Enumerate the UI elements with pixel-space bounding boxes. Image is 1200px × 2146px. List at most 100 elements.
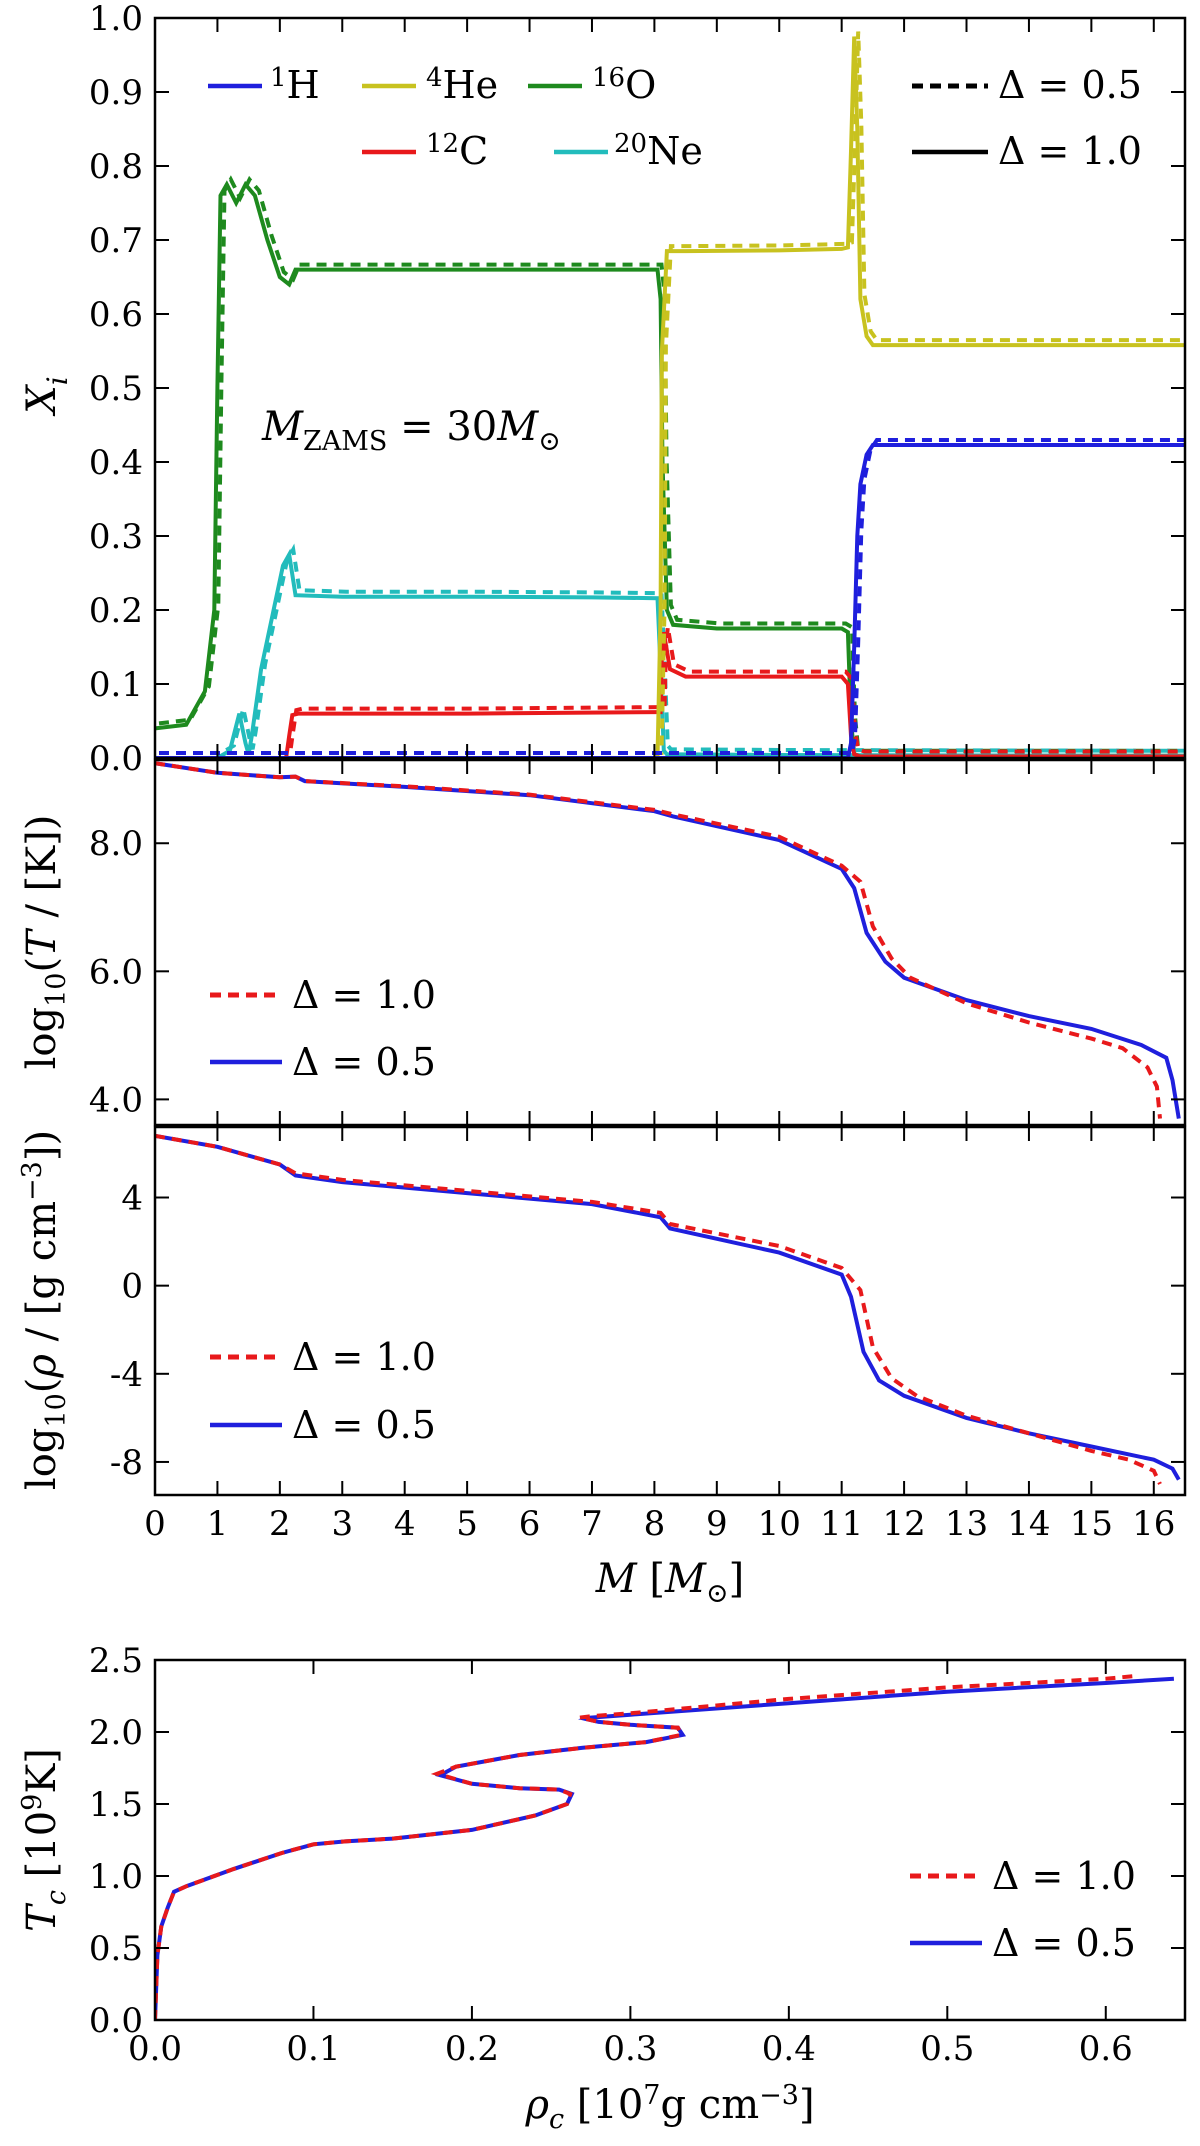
central-panel: 0.0 0.5 1.0 1.5 2.0 2.5 0.0 0.1 0.2 0.3 0.4 0.5 0.6… xyxy=(17,1641,1187,2135)
abundance-legend-styles: Δ = 0.5 Δ = 1.0 xyxy=(912,63,1142,173)
x-tick-label: 0.2 xyxy=(445,2029,499,2069)
series-line-central-1 xyxy=(155,1673,1138,2020)
legend-16o: 16O xyxy=(592,63,656,107)
y-tick-label: 8.0 xyxy=(89,824,143,864)
y-tick-label: -8 xyxy=(110,1443,143,1483)
x-tick-label: 2 xyxy=(269,1504,291,1544)
series-line-4he-dashed xyxy=(159,31,1185,755)
mass-xlabel: M [M⊙] xyxy=(595,1556,745,1609)
central-xticks: 0.0 0.1 0.2 0.3 0.4 0.5 0.6 xyxy=(128,1660,1133,2069)
y-tick-label: 1.0 xyxy=(89,1857,143,1897)
x-tick-label: 0.1 xyxy=(286,2029,340,2069)
y-tick-label: 0.8 xyxy=(89,147,143,187)
y-tick-label: 4.0 xyxy=(89,1080,143,1120)
x-tick-label: 11 xyxy=(820,1504,863,1544)
y-tick-label: 4 xyxy=(121,1179,143,1219)
y-tick-label: 2.0 xyxy=(89,1713,143,1753)
y-tick-label: 0.9 xyxy=(89,73,143,113)
x-tick-label: 0.6 xyxy=(1079,2029,1133,2069)
y-tick-label: 0.3 xyxy=(89,517,143,557)
x-tick-label: 0.0 xyxy=(128,2029,182,2069)
y-tick-label: 2.5 xyxy=(89,1641,143,1681)
x-tick-label: 12 xyxy=(882,1504,925,1544)
legend-1h: 1H xyxy=(270,63,320,107)
series-line-density-1 xyxy=(155,1133,1162,1485)
y-tick-label: 0.0 xyxy=(89,2001,143,2041)
y-tick-label: 0.6 xyxy=(89,295,143,335)
y-tick-label: 1.0 xyxy=(89,0,143,39)
x-tick-label: 1 xyxy=(207,1504,229,1544)
x-tick-label: 0.3 xyxy=(603,2029,657,2069)
x-tick-label: 8 xyxy=(644,1504,666,1544)
series-line-central-0 xyxy=(155,1676,1175,2020)
series-line-4he-solid xyxy=(155,36,1185,758)
x-tick-label: 9 xyxy=(706,1504,728,1544)
abundance-series xyxy=(155,31,1185,758)
series-line-1h-solid xyxy=(155,443,1185,758)
x-tick-label: 7 xyxy=(581,1504,603,1544)
density-series xyxy=(155,1133,1181,1485)
temperature-legend: Δ = 1.0 Δ = 0.5 xyxy=(210,973,436,1084)
series-line-density-0 xyxy=(155,1133,1181,1481)
series-line-1h-dashed xyxy=(159,438,1185,755)
y-tick-label: 0 xyxy=(121,1267,143,1307)
density-yticks: -8 -4 0 4 xyxy=(110,1179,1185,1483)
temperature-panel: 4.0 6.0 8.0 log10(T / [K]) Δ = 1.0 Δ = 0.5 xyxy=(19,758,1187,1127)
y-tick-label: -4 xyxy=(110,1355,143,1395)
legend-delta-05: Δ = 0.5 xyxy=(998,63,1142,107)
legend-delta-10: Δ = 1.0 xyxy=(998,129,1142,173)
abundance-ylabel: Xi xyxy=(19,376,74,416)
temperature-frame xyxy=(153,758,1187,1127)
abundance-legend-species: 1H 4He 16O 12C 20Ne xyxy=(208,63,703,173)
x-tick-label: 14 xyxy=(1007,1504,1050,1544)
temperature-yticks: 4.0 6.0 8.0 xyxy=(89,824,1185,1120)
density-frame xyxy=(153,1125,1187,1497)
central-frame xyxy=(153,1658,1187,2022)
density-legend-delta-10: Δ = 1.0 xyxy=(292,1335,436,1379)
abundance-yticks: 0.0 0.1 0.2 0.3 0.4 0.5 0.6 0.7 0.8 0.9 1.0 xyxy=(89,0,1185,779)
temperature-legend-delta-05: Δ = 0.5 xyxy=(292,1040,436,1084)
x-tick-label: 6 xyxy=(519,1504,541,1544)
x-tick-label: 10 xyxy=(758,1504,801,1544)
central-series xyxy=(155,1673,1175,2020)
central-legend-delta-05: Δ = 0.5 xyxy=(992,1921,1136,1965)
y-tick-label: 0.5 xyxy=(89,369,143,409)
central-xlabel: ρc [107g cm−3] xyxy=(524,2080,814,2135)
series-line-16o-dashed xyxy=(158,175,1185,753)
legend-4he: 4He xyxy=(426,63,498,107)
central-legend: Δ = 1.0 Δ = 0.5 xyxy=(910,1854,1136,1965)
temperature-series xyxy=(155,761,1181,1119)
central-yticks: 0.0 0.5 1.0 1.5 2.0 2.5 xyxy=(89,1641,1185,2041)
legend-12c: 12C xyxy=(426,129,488,173)
central-ylabel: Tc [109K] xyxy=(17,1748,72,1932)
x-tick-label: 5 xyxy=(456,1504,478,1544)
x-tick-label: 0.5 xyxy=(920,2029,974,2069)
y-tick-label: 6.0 xyxy=(89,952,143,992)
x-tick-label: 16 xyxy=(1132,1504,1175,1544)
series-line-12c-dashed xyxy=(159,626,1185,755)
y-tick-label: 0.5 xyxy=(89,1929,143,1969)
legend-20ne: 20Ne xyxy=(614,129,703,173)
y-tick-label: 0.1 xyxy=(89,665,143,705)
central-legend-delta-10: Δ = 1.0 xyxy=(992,1854,1136,1898)
abundance-annotation: MZAMS = 30M⊙ xyxy=(261,404,561,457)
temperature-ylabel: log10(T / [K]) xyxy=(19,815,72,1070)
x-tick-label: 3 xyxy=(331,1504,353,1544)
temperature-legend-delta-10: Δ = 1.0 xyxy=(292,973,436,1017)
density-legend-delta-05: Δ = 0.5 xyxy=(292,1403,436,1447)
series-line-temperature-0 xyxy=(155,761,1181,1119)
x-tick-label: 15 xyxy=(1070,1504,1113,1544)
series-line-20ne-dashed xyxy=(159,543,1185,755)
y-tick-label: 0.7 xyxy=(89,221,143,261)
density-legend: Δ = 1.0 Δ = 0.5 xyxy=(210,1335,436,1447)
x-tick-label: 0.4 xyxy=(762,2029,816,2069)
abundance-panel: 0.0 0.1 0.2 0.3 0.4 0.5 0.6 0.7 0.8 0.9 1.0 Xi MZA… xyxy=(19,0,1187,779)
density-ylabel: log10(ρ / [g cm−3]) xyxy=(17,1130,72,1490)
density-panel: -8-404 0 1 2 3 4 5 6 7 8 9 10 11 12 13 14 15 16 log10(ρ … xyxy=(17,18,1187,1609)
mass-xticks: 0 1 2 3 4 5 6 7 8 9 10 11 12 13 14 15 16 xyxy=(144,18,1175,1544)
series-line-temperature-1 xyxy=(155,761,1162,1119)
x-tick-label: 0 xyxy=(144,1504,166,1544)
x-tick-label: 13 xyxy=(945,1504,988,1544)
y-tick-label: 0.0 xyxy=(89,739,143,779)
